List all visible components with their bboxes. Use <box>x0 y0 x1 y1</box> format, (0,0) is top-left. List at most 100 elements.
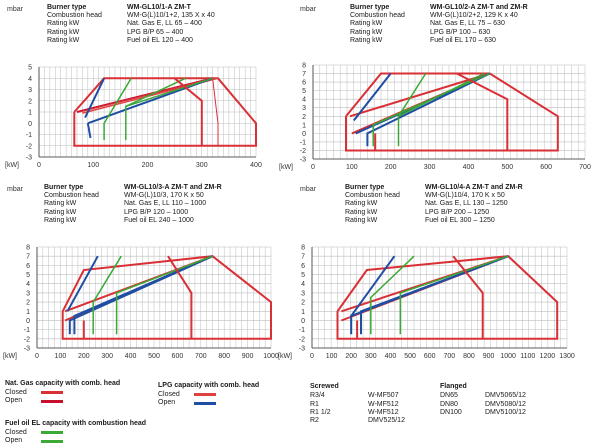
info-value: LPG B/P 100 – 630 <box>430 28 491 36</box>
y-tick-label: -2 <box>24 336 30 343</box>
capacity-curve-closed-gas <box>167 255 193 339</box>
y-tick-label: 1 <box>28 110 32 117</box>
legend-oil-title: Fuel oil EL capacity with combustion hea… <box>5 420 147 427</box>
y-tick-label: 3 <box>301 290 305 297</box>
legend-oil: Fuel oil EL capacity with combustion hea… <box>5 420 146 446</box>
x-tick-label: 200 <box>78 353 90 360</box>
burner-info-4: Burner type WM-GL10/4-A ZM-T and ZM-R Com… <box>345 184 585 225</box>
info-label: Rating kW <box>47 28 80 36</box>
capacity-curve-oil <box>397 72 485 147</box>
legend-open-label: Open <box>5 397 23 404</box>
x-tick-label: 400 <box>250 162 262 169</box>
y-tick-label: -3 <box>26 155 32 162</box>
x-tick-label: 300 <box>365 353 377 360</box>
y-tick-label: 3 <box>302 105 306 112</box>
x-tick-label: 400 <box>385 353 397 360</box>
x-unit-label: [kW] <box>279 164 293 171</box>
info-label: Rating kW <box>345 200 378 208</box>
capacity-curve-lpg-open <box>66 255 99 312</box>
capacity-curve-oil <box>397 73 427 117</box>
capacity-curve-closed-gas-inner <box>79 77 219 147</box>
burner-type-value: WM-GL10/4-A ZM-T and ZM-R <box>425 184 523 191</box>
x-tick-label: 800 <box>463 353 475 360</box>
fitting-model: DMV525/12 <box>368 417 405 425</box>
burner-info-3: Burner type WM-GL10/3-A ZM-T and ZM-R Com… <box>44 184 284 225</box>
burner-type-value: WM-GL10/3-A ZM-T and ZM-R <box>124 184 222 191</box>
info-value: Nat. Gas E, LL 75 – 630 <box>430 20 505 28</box>
y-tick-label: -3 <box>24 346 30 353</box>
info-label: Combustion head <box>345 192 400 200</box>
legend-gas-title: Nat. Gas capacity with comb. head <box>5 380 121 387</box>
info-label: Combustion head <box>47 12 102 20</box>
info-label: Rating kW <box>345 208 378 216</box>
capacity-curve-lpg-open <box>84 77 106 119</box>
legend-open-label: Open <box>5 437 23 444</box>
capacity-curve-oil <box>399 255 509 335</box>
x-tick-label: 700 <box>195 353 207 360</box>
legend-lpg: LPG capacity with comb. head Closed Open <box>158 382 259 408</box>
burner-type-value: WM-GL10/2-A ZM-T and ZM-R <box>430 4 528 11</box>
info-label: Rating kW <box>350 36 383 44</box>
y-tick-label: -2 <box>299 336 305 343</box>
x-tick-label: 1000 <box>500 353 516 360</box>
burner-info-2: Burner type WM-GL10/2-A ZM-T and ZM-R Com… <box>350 4 590 45</box>
x-tick-label: 900 <box>483 353 495 360</box>
flanged-title: Flanged <box>440 383 467 390</box>
x-tick-label: 100 <box>326 353 338 360</box>
x-tick-label: 1000 <box>263 353 279 360</box>
info-value: WM-G(L)10/4, 170 K x 50 <box>425 192 505 200</box>
info-value: Fuel oil EL 170 – 630 <box>430 36 496 44</box>
legend-closed-label: Closed <box>158 390 180 398</box>
info-value: Fuel oil EL 120 – 400 <box>127 36 193 44</box>
info-value: WM-G(L)10/1+2, 135 X x 40 <box>127 12 215 20</box>
fitting-size: R3/4 <box>310 392 325 400</box>
burner-type-label: Burner type <box>44 184 84 191</box>
burner-type-label: Burner type <box>47 4 87 11</box>
y-tick-label: 5 <box>28 65 32 72</box>
fitting-size: DN80 <box>440 400 458 408</box>
x-tick-label: 800 <box>218 353 230 360</box>
y-tick-label: 3 <box>26 290 30 297</box>
fitting-model: DMV5100/12 <box>485 408 526 416</box>
info-value: Nat. Gas E, LL 110 – 1000 <box>124 200 207 208</box>
capacity-curve-closed-gas <box>173 77 203 146</box>
capacity-curve-closed-gas <box>336 255 559 340</box>
capacity-curve-lpg-open <box>73 255 213 335</box>
fitting-size: R1 <box>310 400 319 408</box>
x-tick-label: 100 <box>87 162 99 169</box>
y-tick-label: -1 <box>26 132 32 139</box>
capacity-curve-closed-gas <box>61 255 272 340</box>
x-unit-label: [kW] <box>278 353 292 360</box>
legend-oil-open-swatch <box>41 439 63 443</box>
legend-lpg-open-swatch <box>194 401 216 405</box>
burner-info-1: Burner type WM-GL10/1-A ZM-T Combustion h… <box>47 4 287 45</box>
fitting-model: DMV5080/12 <box>485 400 526 408</box>
info-label: Combustion head <box>350 12 405 20</box>
y-tick-label: 7 <box>26 254 30 261</box>
y-tick-label: 6 <box>26 263 30 270</box>
x-tick-label: 0 <box>37 162 41 169</box>
capacity-curve-lpg-open <box>350 255 509 335</box>
y-tick-label: 0 <box>26 318 30 325</box>
legend-oil-closed-swatch <box>41 431 63 435</box>
fitting-model: W-MF512 <box>368 400 399 408</box>
y-tick-label: 2 <box>28 98 32 105</box>
x-tick-label: 300 <box>101 353 113 360</box>
capacity-curve-closed-gas <box>456 72 509 151</box>
legend-gas-open-swatch <box>41 399 63 403</box>
info-label: Rating kW <box>350 28 383 36</box>
y-tick-label: 0 <box>28 121 32 128</box>
x-tick-label: 200 <box>345 353 357 360</box>
x-tick-label: 1100 <box>520 353 535 360</box>
capacity-curve-closed-gas <box>452 255 484 339</box>
info-label: Rating kW <box>345 216 378 224</box>
capacity-curve-lpg-open <box>86 123 92 139</box>
x-tick-label: 500 <box>404 353 416 360</box>
y-tick-label: -1 <box>24 327 30 334</box>
info-label: Rating kW <box>47 36 80 44</box>
y-tick-label: -3 <box>300 157 306 164</box>
info-label: Rating kW <box>47 20 80 28</box>
x-unit-label: [kW] <box>5 162 19 169</box>
x-unit-label: [kW] <box>3 353 17 360</box>
y-tick-label: 4 <box>301 281 305 288</box>
